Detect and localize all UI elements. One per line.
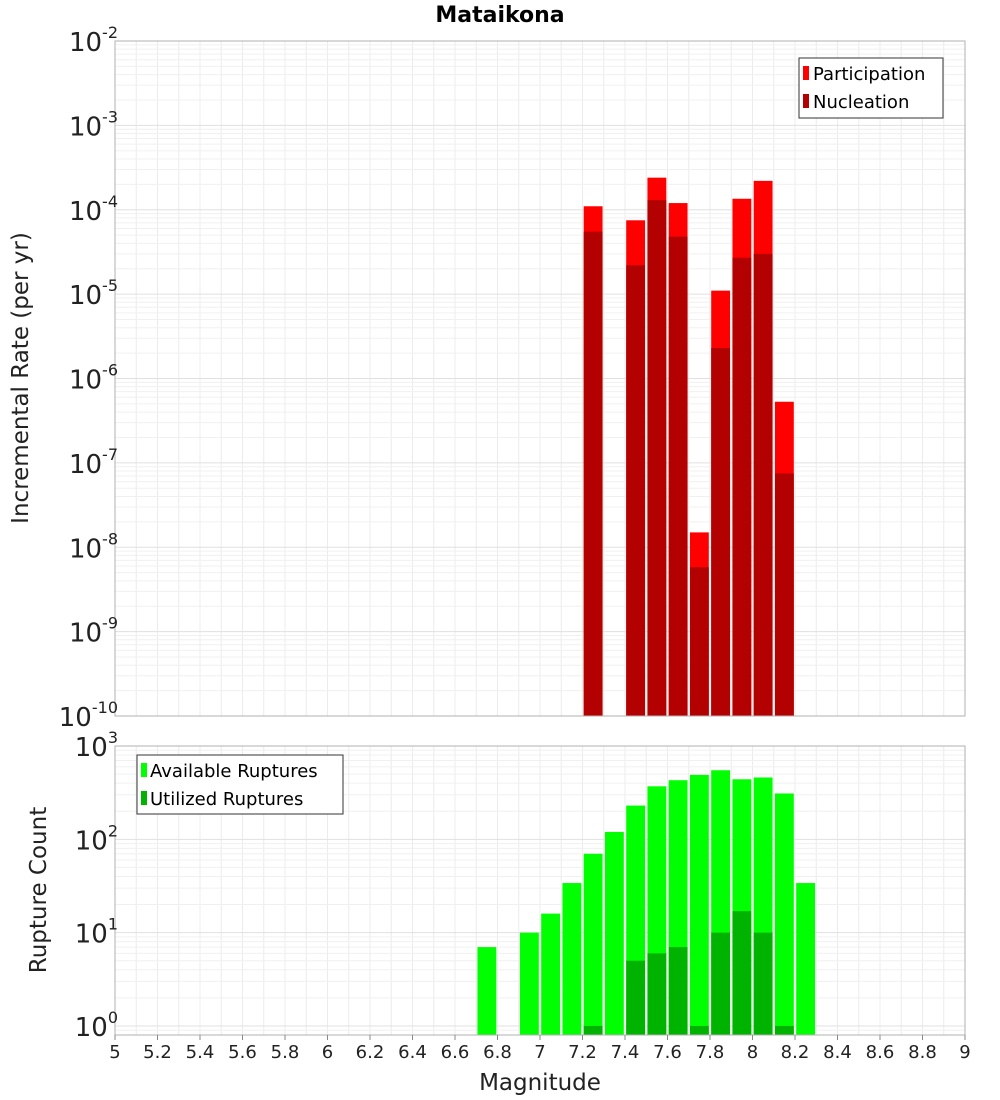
nucleation-bar <box>583 231 603 716</box>
bottom-legend-box <box>136 754 344 815</box>
bottom-legend: Available Ruptures Utilized Ruptures <box>136 754 344 815</box>
legend-swatch-participation <box>803 66 809 80</box>
utilized-ruptures-bar <box>583 1025 603 1035</box>
legend-swatch-utilized <box>141 791 147 805</box>
legend-label-nucleation: Nucleation <box>813 92 909 113</box>
x-tick-label: 5.2 <box>143 1042 172 1063</box>
y-tick-label: 10-2 <box>69 23 118 58</box>
y-tick-label: 10-3 <box>69 107 118 142</box>
top-plot-bars <box>583 177 794 717</box>
top-y-axis-label: Incremental Rate (per yr) <box>8 232 34 524</box>
available-ruptures-bar <box>519 932 539 1035</box>
bottom-y-ticks: 103 102 101 100 <box>75 728 118 1043</box>
x-tick-label: 9 <box>959 1042 970 1063</box>
y-tick-label: 10-4 <box>69 192 118 227</box>
utilized-ruptures-bar <box>626 960 646 1035</box>
y-tick-label: 10-8 <box>69 529 118 564</box>
available-ruptures-bar <box>583 853 603 1035</box>
y-tick-label: 10-7 <box>69 445 118 480</box>
x-tick-label: 8.2 <box>781 1042 810 1063</box>
bottom-y-axis-label: Rupture Count <box>26 807 52 973</box>
top-y-ticks: 10-2 10-3 10-4 10-5 10-6 10-7 10-8 10-9 10-10 <box>59 23 118 733</box>
nucleation-bar <box>732 257 752 716</box>
x-tick-label: 6.6 <box>441 1042 470 1063</box>
y-tick-label: 100 <box>75 1008 118 1043</box>
y-tick-label: 10-9 <box>69 614 118 649</box>
utilized-ruptures-bar <box>668 947 688 1035</box>
utilized-ruptures-bar <box>711 932 731 1035</box>
utilized-ruptures-bar <box>689 1025 709 1035</box>
nucleation-bar <box>668 236 688 716</box>
top-legend-box <box>798 57 944 119</box>
x-tick-label: 6.8 <box>483 1042 512 1063</box>
top-legend: Participation Nucleation <box>798 57 944 119</box>
available-ruptures-bar <box>604 831 624 1035</box>
y-tick-label: 103 <box>75 728 118 763</box>
x-tick-label: 5.8 <box>271 1042 300 1063</box>
x-tick-label: 7.4 <box>611 1042 640 1063</box>
chart-title: Mataikona <box>435 3 564 28</box>
nucleation-bar <box>647 200 667 716</box>
nucleation-bar <box>711 347 731 716</box>
nucleation-bar <box>774 473 794 716</box>
x-tick-label: 8.8 <box>908 1042 937 1063</box>
x-tick-label: 8.6 <box>866 1042 895 1063</box>
x-tick-label: 6.2 <box>356 1042 385 1063</box>
x-ticks: 5 5.2 5.4 5.6 5.8 6 6.2 6.4 6.6 6.8 7 7.2 7.4 7.6 7.8 8… <box>109 1035 971 1063</box>
nucleation-bar <box>626 265 646 716</box>
x-tick-label: 7.2 <box>568 1042 597 1063</box>
x-tick-label: 5.4 <box>186 1042 215 1063</box>
x-tick-label: 6.4 <box>398 1042 427 1063</box>
x-tick-label: 5.6 <box>228 1042 257 1063</box>
x-tick-label: 8 <box>747 1042 758 1063</box>
y-tick-label: 10-6 <box>69 361 118 396</box>
legend-label-available: Available Ruptures <box>150 761 318 782</box>
available-ruptures-bar <box>689 774 709 1035</box>
legend-swatch-available <box>141 763 147 777</box>
x-tick-label: 8.4 <box>823 1042 852 1063</box>
utilized-ruptures-bar <box>647 953 667 1035</box>
y-tick-label: 101 <box>75 915 118 950</box>
utilized-ruptures-bar <box>732 911 752 1035</box>
legend-label-utilized: Utilized Ruptures <box>150 789 303 810</box>
y-tick-label: 10-5 <box>69 276 118 311</box>
top-plot-frame <box>114 40 966 717</box>
nucleation-bar <box>689 567 709 716</box>
available-ruptures-bar <box>541 913 561 1035</box>
available-ruptures-bar <box>796 883 816 1035</box>
x-tick-label: 6 <box>322 1042 333 1063</box>
x-tick-label: 7.8 <box>696 1042 725 1063</box>
utilized-ruptures-bar <box>774 1025 794 1035</box>
available-ruptures-bar <box>562 883 582 1035</box>
x-tick-label: 7.6 <box>653 1042 682 1063</box>
legend-swatch-nucleation <box>803 94 809 108</box>
x-axis-label: Magnitude <box>479 1070 601 1096</box>
utilized-ruptures-bar <box>753 932 773 1035</box>
x-tick-label: 7 <box>534 1042 545 1063</box>
x-tick-label: 5 <box>109 1042 120 1063</box>
top-grid <box>114 41 966 717</box>
legend-label-participation: Participation <box>813 64 925 85</box>
available-ruptures-bar <box>477 947 497 1035</box>
y-tick-label: 102 <box>75 821 118 856</box>
y-tick-label: 10-10 <box>59 698 118 733</box>
available-ruptures-bar <box>774 793 794 1035</box>
nucleation-bar <box>753 253 773 716</box>
bottom-plot-bars <box>477 770 816 1035</box>
